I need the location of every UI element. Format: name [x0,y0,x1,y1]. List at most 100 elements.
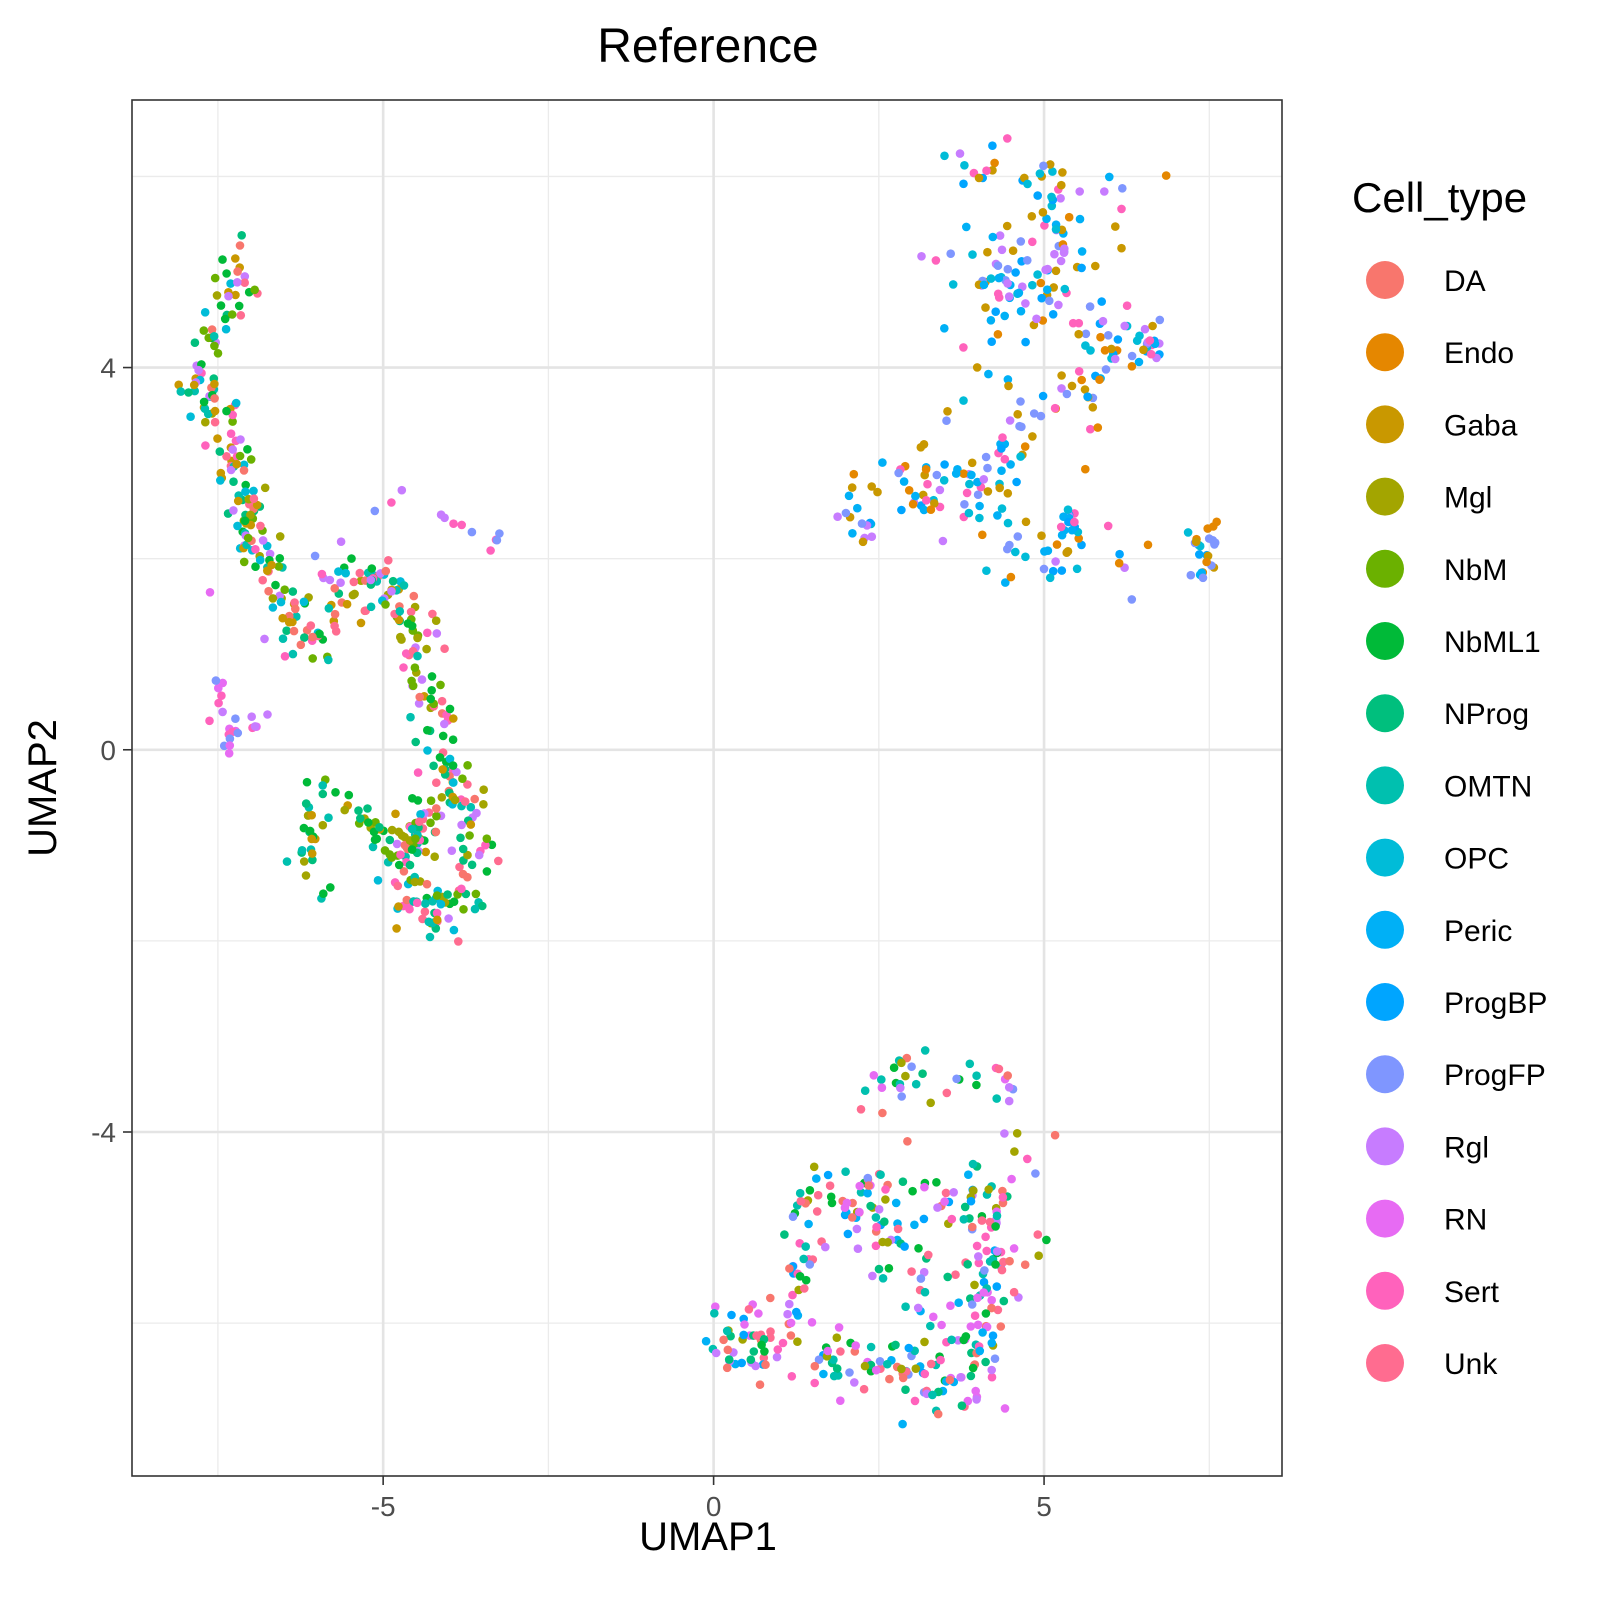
data-point [463,850,472,860]
data-point [1117,204,1126,214]
data-point [228,445,237,454]
y-tick-label: -4 [91,1117,116,1148]
data-point [1077,247,1087,256]
data-point [1042,1235,1051,1245]
data-point [1016,306,1026,316]
data-point [384,556,393,565]
data-point [1016,237,1026,246]
data-point [347,554,356,563]
data-point [308,855,317,865]
legend-label: NbML1 [1444,626,1541,659]
data-point [1085,302,1095,311]
data-point [381,600,390,609]
data-point [959,1215,969,1224]
data-point [1039,161,1048,171]
data-point [883,1359,892,1369]
data-point [1003,489,1013,498]
data-point [1113,335,1123,344]
data-point [972,1241,982,1251]
data-point [174,380,183,390]
data-point [215,447,225,456]
data-point [1052,540,1062,549]
data-point [1056,256,1066,266]
data-point [1033,270,1042,279]
data-point [1056,522,1066,532]
data-point [901,1385,910,1394]
data-point [221,324,231,334]
data-point [965,479,974,489]
data-point [285,611,294,621]
data-point [946,249,955,258]
legend-label: Gaba [1444,409,1518,442]
data-point [356,814,365,823]
data-point [457,520,467,530]
data-point [1127,362,1137,371]
data-point [1012,477,1021,487]
data-point [844,491,854,501]
data-point [1021,337,1030,347]
data-point [917,251,926,261]
data-point [1000,454,1010,464]
data-point [344,790,354,800]
data-point [423,628,432,638]
data-point [233,521,242,531]
data-point [1050,1130,1060,1140]
data-point [940,1197,949,1206]
data-point [947,1335,956,1345]
data-point [194,365,203,375]
data-point [265,549,275,559]
data-point [973,1320,983,1330]
data-point [1202,557,1211,567]
data-point [1048,566,1058,576]
data-point [432,908,442,918]
legend-key [1366,333,1404,372]
data-point [761,1360,770,1369]
data-point [877,1075,886,1084]
data-point [1050,403,1060,413]
data-point [926,1321,935,1331]
data-point [799,1254,808,1264]
data-point [904,486,914,495]
data-point [246,455,256,464]
data-point [874,1264,884,1274]
data-point [966,1322,976,1331]
data-point [432,915,442,925]
data-point [449,778,458,787]
data-point [1074,534,1083,543]
data-point [1198,573,1208,583]
data-point [995,483,1004,493]
data-point [432,811,441,821]
data-point [405,904,414,914]
data-point [773,1345,783,1354]
data-point [959,179,968,189]
data-point [981,1309,991,1318]
data-point [778,1338,788,1348]
data-point [440,513,449,523]
data-point [200,308,210,317]
data-point [997,466,1006,476]
data-point [884,1264,894,1273]
data-point [448,735,458,744]
data-point [809,1162,819,1172]
legend-label: NbM [1444,554,1507,587]
data-point [913,1303,923,1313]
data-point [411,737,421,747]
data-point [226,279,235,288]
data-point [428,609,437,619]
legend-label: DA [1444,265,1486,298]
data-point [1023,179,1032,189]
data-point [997,1265,1007,1275]
legend-key [1366,549,1404,588]
data-point [987,337,996,347]
data-point [201,441,210,450]
data-point [766,1293,775,1303]
x-axis-ticks: -5 0 5 [371,1476,1052,1522]
data-point [964,508,974,518]
data-point [737,1358,746,1368]
data-point [872,1222,881,1232]
data-point [1062,389,1072,399]
legend-key [1366,838,1404,877]
data-point [394,902,403,911]
data-point [951,469,961,478]
data-point [801,1242,810,1251]
